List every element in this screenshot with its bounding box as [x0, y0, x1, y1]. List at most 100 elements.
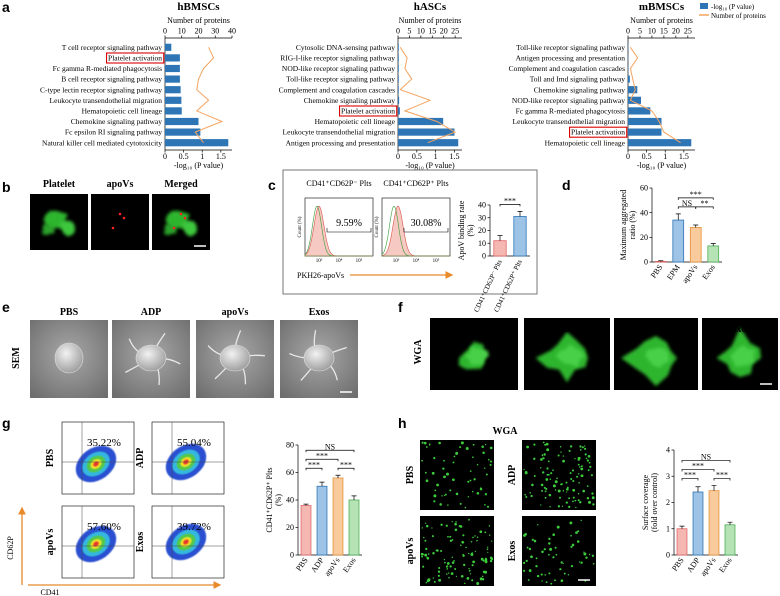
platelet-dot [554, 489, 557, 491]
panel-letter: h [398, 415, 407, 431]
platelet-dot [428, 443, 431, 445]
cell [59, 220, 75, 237]
platelet-dot [577, 493, 580, 495]
platelet-dot [444, 561, 446, 564]
bar [708, 490, 720, 556]
category-label: PBS [649, 263, 665, 280]
platelet-dot [531, 483, 534, 487]
platelet-dot [476, 463, 479, 466]
platelet-dot [544, 496, 547, 499]
platelet-dot [474, 535, 476, 537]
side-label: SEM [11, 347, 22, 369]
platelet-dot [484, 531, 487, 534]
platelet-dot [485, 473, 488, 476]
bar [689, 227, 702, 263]
platelet-dot [575, 506, 577, 509]
platelet-dot [443, 475, 446, 479]
error-bar [679, 525, 685, 529]
platelet-dot [421, 527, 423, 529]
platelet-dot [557, 454, 560, 457]
platelet-dot [587, 454, 591, 458]
platelet-dot [533, 475, 536, 477]
platelet-dot [526, 445, 530, 449]
platelet-dot [486, 548, 489, 550]
platelet-dot [423, 536, 425, 539]
category-label: apoVs [699, 556, 718, 578]
significance-bracket [337, 467, 355, 471]
density [183, 539, 189, 545]
platelet-dot [531, 538, 534, 541]
platelet-dot [536, 574, 540, 578]
platelet-dot [586, 496, 590, 500]
protein-line [629, 47, 681, 144]
platelet-dot [569, 445, 573, 448]
platelet-dot [549, 547, 553, 551]
platelet-dot [552, 484, 556, 488]
bar [692, 491, 704, 556]
platelet [54, 342, 84, 374]
platelet-dot [548, 537, 551, 541]
platelet-dot [460, 544, 462, 547]
bar [628, 96, 642, 104]
platelet-dot [548, 493, 552, 497]
top-tick-label: 0 [396, 27, 400, 36]
category-label: NOD-like receptor signaling pathway [512, 96, 625, 105]
significance-bracket [681, 478, 699, 481]
platelet-dot [572, 488, 576, 492]
platelet-dot [462, 554, 465, 557]
platelet-dot [552, 533, 555, 536]
platelet-dot [452, 461, 455, 464]
platelet-dot [556, 477, 558, 480]
top-tick-label: 0 [163, 27, 167, 36]
category-label: Toll-like receptor signaling pathway [516, 43, 625, 52]
platelet-dot [566, 487, 569, 491]
y-tick-label: 4 [666, 446, 670, 455]
bar [165, 139, 229, 147]
platelet-dot [486, 505, 490, 508]
category-label: apoVs [680, 263, 699, 285]
y-axis-label: ratio (%) [628, 210, 637, 239]
platelet-dot [545, 487, 548, 490]
platelet-dot [453, 559, 455, 562]
top-tick-label: 10 [417, 27, 425, 36]
bar [628, 107, 651, 115]
error-bar [693, 224, 699, 228]
platelet-dot [424, 522, 427, 524]
error-bar [497, 235, 503, 241]
platelet-dot [574, 458, 576, 460]
platelet-dot [578, 561, 581, 563]
significance-label: ** [701, 199, 709, 208]
platelet-dot [432, 577, 434, 579]
y-axis-label: CD41⁺CD62P⁺ Plts [265, 467, 274, 532]
highlight-box [568, 126, 628, 138]
platelet-dot [557, 489, 561, 493]
platelet-dot [449, 536, 451, 538]
gate-percent: 57.60% [87, 521, 121, 533]
platelet-dot [464, 506, 467, 509]
platelet-dot [458, 524, 461, 528]
platelet-dot [469, 470, 472, 472]
category-label: Fc gamma R-mediated phagocytosis [516, 107, 625, 116]
platelet-dot [569, 521, 573, 525]
platelet-dot [438, 441, 441, 445]
image-label: Exos [507, 541, 518, 562]
error-bar [517, 211, 523, 217]
significance-bracket [681, 469, 715, 472]
bar [316, 485, 328, 556]
platelet-dot [565, 481, 568, 484]
category-label: Leukocyte transendothelial migration [50, 96, 163, 105]
cell [645, 347, 670, 368]
platelet-dot [547, 460, 550, 463]
platelet-dot [583, 551, 585, 553]
bottom-axis-label: -log₁₀ (P value) [405, 161, 455, 170]
platelet-dot [555, 553, 558, 556]
platelet-dot [528, 547, 532, 551]
platelet-dot [590, 474, 593, 477]
category-label: Exos [700, 263, 717, 281]
bar [398, 75, 399, 83]
platelet-dot [443, 558, 446, 561]
significance-bracket [305, 458, 339, 462]
